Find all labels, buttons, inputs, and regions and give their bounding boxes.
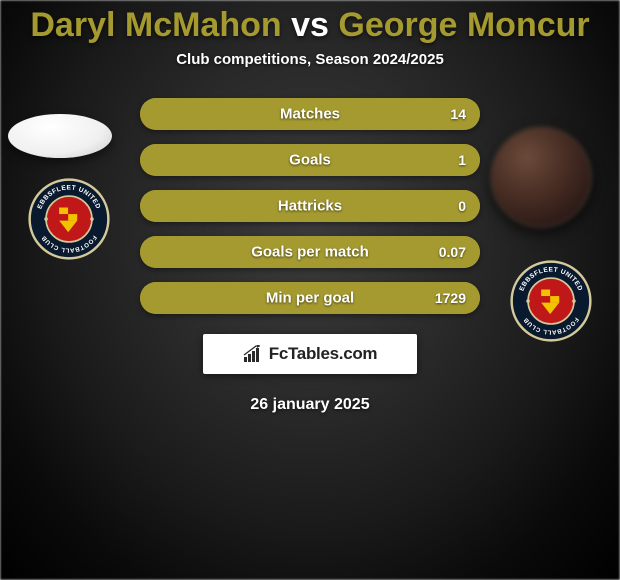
vs-label: vs bbox=[291, 6, 329, 44]
stat-row: Goals per match 0.07 bbox=[140, 236, 480, 268]
player2-club-badge: EBBSFLEET UNITED FOOTBALL CLUB bbox=[510, 260, 592, 342]
stat-value-right: 14 bbox=[450, 106, 466, 122]
player1-avatar bbox=[8, 114, 112, 158]
stat-row: Hattricks 0 bbox=[140, 190, 480, 222]
stat-label: Hattricks bbox=[278, 198, 342, 215]
player2-avatar bbox=[490, 126, 592, 228]
stat-label: Goals bbox=[289, 152, 331, 169]
fctables-icon bbox=[243, 345, 265, 363]
date-label: 26 january 2025 bbox=[250, 396, 369, 414]
stat-value-right: 1729 bbox=[435, 290, 466, 306]
page-title: Daryl McMahon vs George Moncur bbox=[30, 6, 589, 45]
subtitle: Club competitions, Season 2024/2025 bbox=[176, 51, 444, 68]
stat-row: Matches 14 bbox=[140, 98, 480, 130]
player1-name: Daryl McMahon bbox=[30, 6, 281, 44]
player1-club-badge: EBBSFLEET UNITED FOOTBALL CLUB bbox=[28, 178, 110, 260]
stat-row: Goals 1 bbox=[140, 144, 480, 176]
stat-label: Min per goal bbox=[266, 290, 354, 307]
stats-block: Matches 14 Goals 1 Hattricks 0 Goals per match… bbox=[140, 98, 480, 314]
stat-value-right: 0 bbox=[458, 198, 466, 214]
stat-label: Matches bbox=[280, 106, 340, 123]
stat-value-right: 0.07 bbox=[439, 244, 466, 260]
player2-name: George Moncur bbox=[338, 6, 589, 44]
fctables-text: FcTables.com bbox=[269, 344, 378, 364]
stat-row: Min per goal 1729 bbox=[140, 282, 480, 314]
fctables-logo-box: FcTables.com bbox=[203, 334, 417, 374]
stat-label: Goals per match bbox=[251, 244, 369, 261]
stat-value-right: 1 bbox=[458, 152, 466, 168]
